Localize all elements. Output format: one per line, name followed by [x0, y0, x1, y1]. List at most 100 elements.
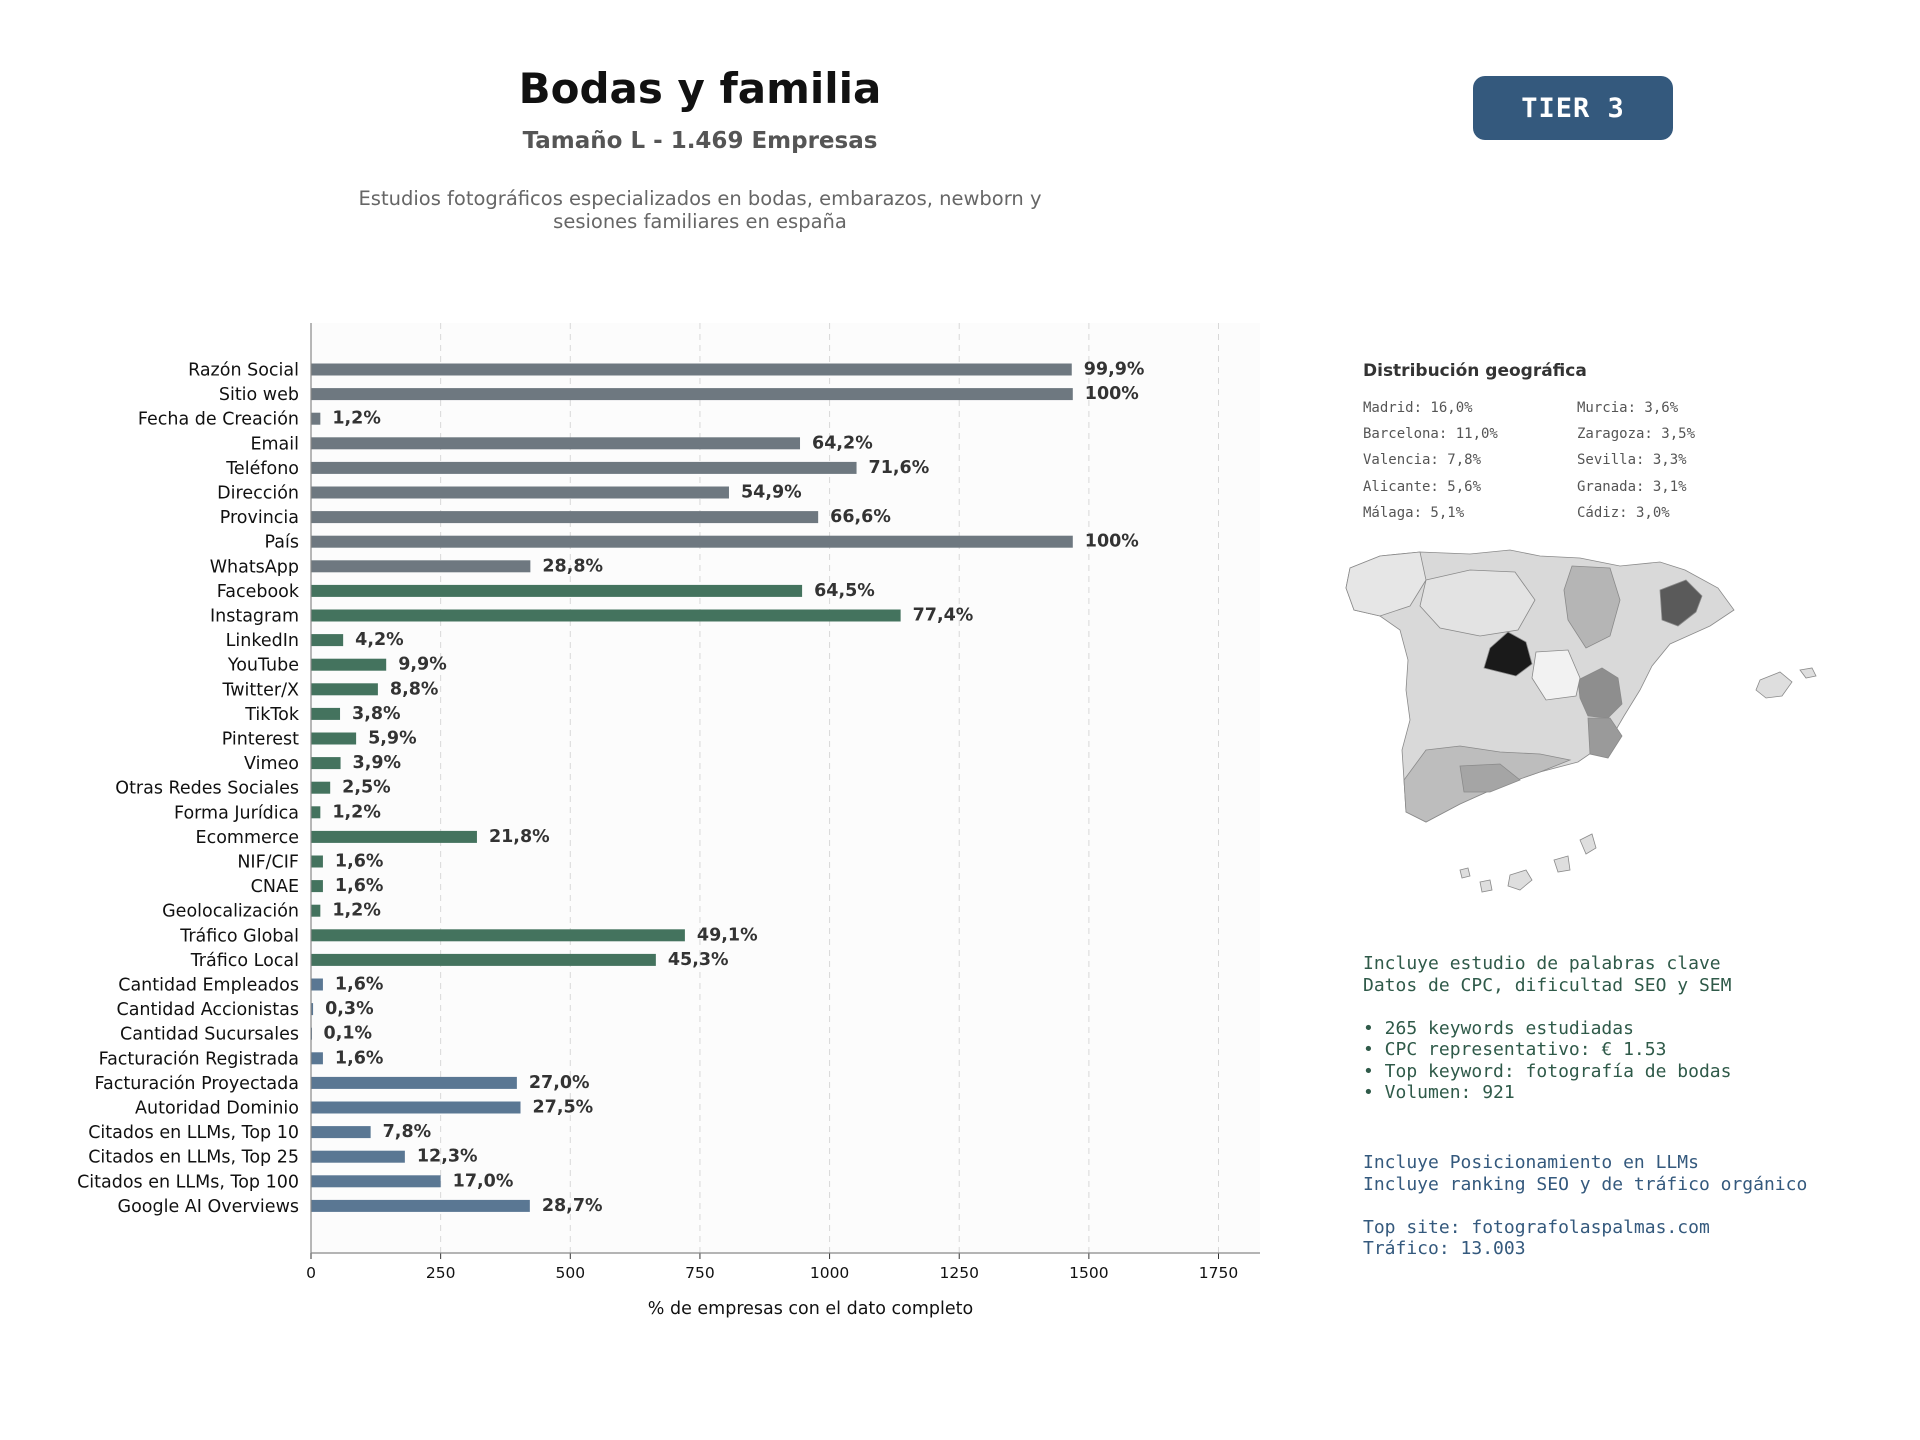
value-label: 1,2%	[332, 802, 381, 822]
category-label: Instagram	[210, 607, 299, 627]
bar	[311, 1150, 405, 1163]
category-label: Provincia	[220, 508, 299, 528]
tier-badge: TIER 3	[1473, 76, 1673, 140]
bar	[311, 560, 531, 573]
geo-item: Granada: 3,1%	[1577, 479, 1687, 495]
bar	[311, 486, 729, 499]
value-label: 71,6%	[869, 458, 930, 478]
geo-title: Distribución geográfica	[1363, 361, 1587, 381]
bar	[311, 757, 341, 770]
category-label: Tráfico Local	[190, 951, 299, 971]
spain-map	[1345, 549, 1817, 893]
category-label: Google AI Overviews	[118, 1197, 299, 1217]
category-label: NIF/CIF	[237, 853, 299, 873]
value-label: 21,8%	[489, 827, 550, 847]
bar	[311, 535, 1073, 548]
plot-background	[311, 323, 1260, 1253]
bar	[311, 781, 331, 794]
value-label: 8,8%	[390, 679, 439, 699]
value-label: 28,8%	[542, 556, 603, 576]
bar	[311, 1003, 314, 1016]
category-label: Cantidad Empleados	[118, 976, 299, 996]
category-label: Citados en LLMs, Top 10	[88, 1123, 299, 1143]
value-label: 45,3%	[668, 950, 729, 970]
bar	[311, 584, 803, 597]
x-tick-label: 250	[426, 1264, 456, 1282]
category-label: Otras Redes Sociales	[115, 779, 299, 799]
geo-item: Zaragoza: 3,5%	[1577, 426, 1696, 442]
x-tick-label: 1250	[939, 1264, 978, 1282]
category-label: TikTok	[244, 705, 300, 725]
value-label: 100%	[1085, 384, 1139, 404]
x-tick-label: 500	[555, 1264, 585, 1282]
bar	[311, 437, 801, 450]
value-label: 0,1%	[324, 1024, 373, 1044]
value-label: 49,1%	[697, 925, 758, 945]
bar	[311, 658, 387, 671]
x-tick-label: 1000	[810, 1264, 849, 1282]
geo-item: Madrid: 16,0%	[1363, 400, 1473, 416]
seo-info: Incluye estudio de palabras clave Datos …	[1363, 953, 1732, 1103]
value-label: 1,6%	[335, 852, 384, 872]
bar	[311, 806, 321, 819]
category-label: Forma Jurídica	[174, 803, 299, 823]
category-label: Sitio web	[219, 385, 299, 405]
bar	[311, 1101, 521, 1114]
geo-item: Alicante: 5,6%	[1363, 479, 1482, 495]
value-label: 3,8%	[352, 704, 401, 724]
geo-item: Cádiz: 3,0%	[1577, 505, 1670, 521]
geo-item: Málaga: 5,1%	[1363, 505, 1465, 521]
value-label: 27,5%	[533, 1098, 594, 1118]
category-label: Email	[250, 434, 299, 454]
category-label: Razón Social	[188, 361, 299, 381]
bar	[311, 1175, 441, 1188]
bar	[311, 929, 685, 942]
value-label: 1,6%	[335, 1048, 384, 1068]
value-label: 1,2%	[332, 901, 381, 921]
value-label: 5,9%	[368, 729, 417, 749]
value-label: 64,5%	[814, 581, 875, 601]
category-label: Dirección	[217, 484, 299, 504]
page-subtitle: Tamaño L - 1.469 Empresas	[522, 128, 878, 154]
bar	[311, 978, 323, 991]
value-label: 1,6%	[335, 876, 384, 896]
bar	[311, 683, 378, 696]
x-tick-label: 1750	[1199, 1264, 1238, 1282]
bar	[311, 363, 1072, 376]
bar	[311, 511, 819, 524]
value-label: 9,9%	[398, 655, 447, 675]
bar	[311, 609, 901, 622]
x-tick-label: 750	[685, 1264, 715, 1282]
category-label: Facturación Registrada	[99, 1049, 299, 1069]
category-label: WhatsApp	[210, 557, 299, 577]
bar	[311, 953, 656, 966]
category-label: Ecommerce	[196, 828, 299, 848]
bar	[311, 904, 321, 917]
value-label: 4,2%	[355, 630, 404, 650]
category-label: YouTube	[227, 656, 299, 676]
bar	[311, 855, 323, 868]
category-label: Citados en LLMs, Top 25	[88, 1148, 299, 1168]
value-label: 28,7%	[542, 1196, 603, 1216]
category-label: Tráfico Global	[179, 926, 299, 946]
category-label: Cantidad Accionistas	[116, 1000, 299, 1020]
value-label: 27,0%	[529, 1073, 590, 1093]
category-label: Vimeo	[244, 754, 299, 774]
category-label: Pinterest	[222, 730, 299, 750]
bar	[311, 880, 323, 893]
value-label: 2,5%	[342, 778, 391, 798]
x-tick-label: 0	[306, 1264, 316, 1282]
bar	[311, 707, 341, 720]
page-title: Bodas y familia	[518, 64, 882, 113]
value-label: 3,9%	[353, 753, 402, 773]
llm-info: Incluye Posicionamiento en LLMs Incluye …	[1363, 1152, 1808, 1259]
category-label: Twitter/X	[221, 680, 299, 700]
bar	[311, 1052, 323, 1065]
bar	[311, 732, 357, 745]
category-label: Autoridad Dominio	[135, 1099, 299, 1119]
category-label: País	[265, 533, 299, 553]
x-tick-label: 1500	[1069, 1264, 1108, 1282]
value-label: 66,6%	[830, 507, 891, 527]
bar	[311, 830, 477, 843]
